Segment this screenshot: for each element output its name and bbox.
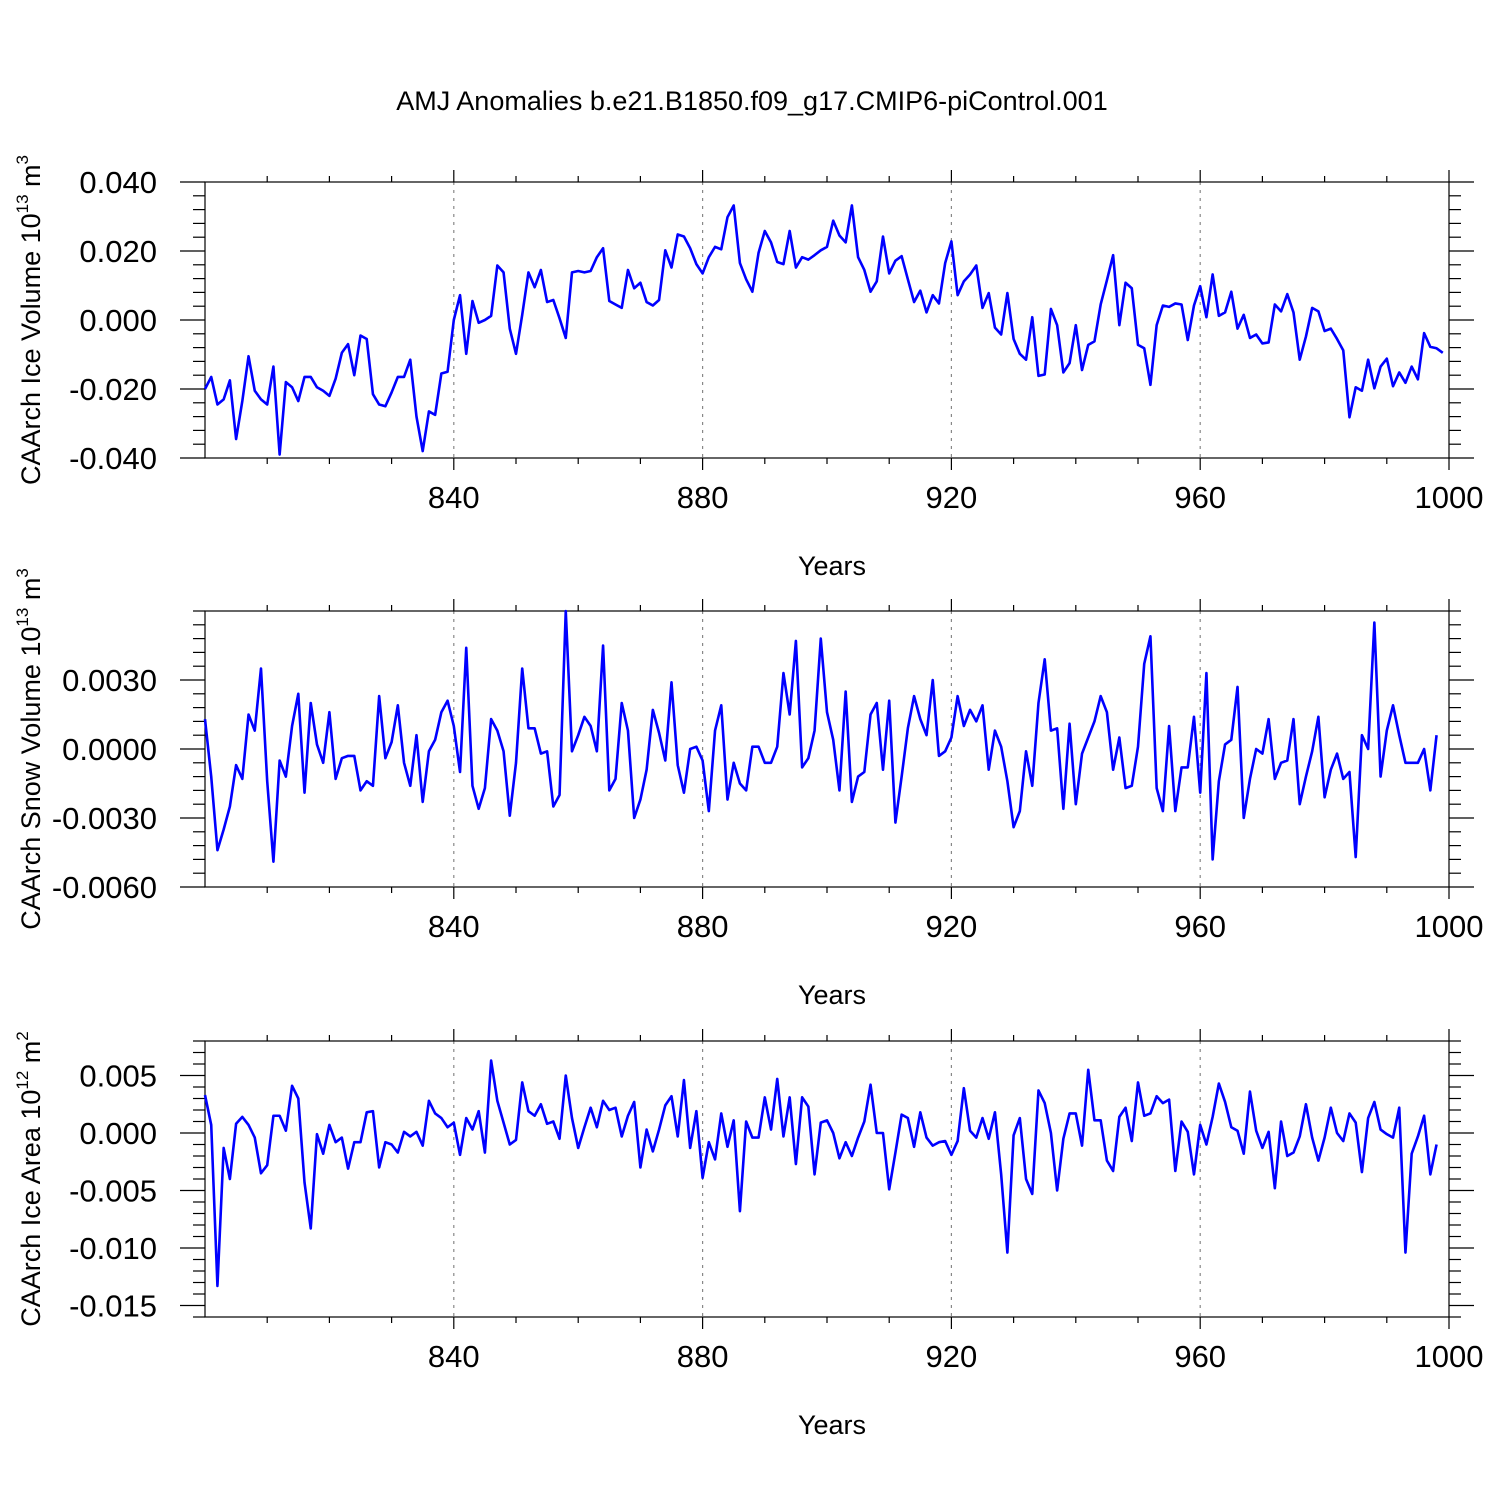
plot-frame [204, 1040, 1450, 1318]
chart-title: AMJ Anomalies b.e21.B1850.f09_g17.CMIP6-… [396, 86, 1107, 116]
y-tick-label: 0.0030 [62, 663, 157, 698]
x-tick-label: 840 [428, 1339, 480, 1374]
y-axis-label: CAArch Ice Area 1012 m2 [13, 1031, 46, 1327]
x-tick-label: 880 [677, 480, 729, 515]
series-line-1 [203, 204, 1444, 456]
y-ticks [180, 1040, 1474, 1318]
x-ticks [266, 170, 1450, 470]
y-axis-label-exponent: 13 [13, 608, 32, 627]
x-tick-label: 840 [428, 909, 480, 944]
series-line-1 [203, 1059, 1438, 1288]
x-axis-label: Years [798, 980, 866, 1010]
y-axis-label-exponent: 13 [13, 194, 32, 213]
y-tick-label: -0.0060 [52, 870, 157, 905]
x-ticks [266, 599, 1450, 899]
y-tick-label: 0.0000 [62, 732, 157, 767]
y-axis-label-text: CAArch Ice Volume 10 [16, 213, 46, 485]
x-tick-label: 960 [1174, 1339, 1226, 1374]
y-tick-label: 0.000 [79, 1116, 157, 1151]
y-axis-label-unit-exponent: 2 [13, 1031, 32, 1040]
y-axis-label-exponent: 12 [13, 1071, 32, 1090]
y-axis-label: CAArch Snow Volume 1013 m3 [13, 568, 46, 930]
x-tick-label: 1000 [1415, 480, 1484, 515]
y-ticks [180, 610, 1474, 888]
series-line-1 [203, 609, 1438, 864]
y-tick-label: 0.040 [79, 165, 157, 200]
y-ticks [180, 181, 1474, 459]
y-axis-label-text: CAArch Snow Volume 10 [16, 627, 46, 930]
x-tick-label: 880 [677, 1339, 729, 1374]
x-tick-label: 920 [926, 909, 978, 944]
y-tick-label: -0.005 [69, 1174, 157, 1209]
y-tick-label: 0.020 [79, 234, 157, 269]
x-axis-label: Years [798, 1410, 866, 1440]
panels: 840 880 920 960 1000 Years -0.040 -0.020 0.000 0.… [13, 155, 1483, 1440]
panel-1: 840 880 920 960 1000 Years -0.040 -0.020 0.000 0.… [13, 155, 1483, 581]
x-tick-label: 960 [1174, 909, 1226, 944]
y-tick-label: 0.005 [79, 1059, 157, 1094]
y-axis-label-unit-exponent: 3 [13, 568, 32, 577]
y-axis-label-unit: m [16, 164, 46, 194]
plot-frame [204, 181, 1450, 459]
y-axis-label: CAArch Ice Volume 1013 m3 [13, 155, 46, 485]
y-tick-label: -0.010 [69, 1231, 157, 1266]
x-tick-label: 880 [677, 909, 729, 944]
x-tick-label: 1000 [1415, 909, 1484, 944]
y-tick-label: 0.000 [79, 303, 157, 338]
panel-2: 840 880 920 960 1000 Years -0.0060 -0.0030 0.000… [13, 568, 1483, 1010]
y-tick-label: -0.040 [69, 441, 157, 476]
y-tick-label: -0.020 [69, 372, 157, 407]
panel-3: 840 880 920 960 1000 Years -0.015 -0.010 -0.005 0… [13, 1029, 1483, 1440]
y-axis-label-unit-exponent: 3 [13, 155, 32, 164]
x-tick-label: 920 [926, 1339, 978, 1374]
x-tick-label: 920 [926, 480, 978, 515]
y-tick-label: -0.0030 [52, 801, 157, 836]
x-tick-label: 960 [1174, 480, 1226, 515]
x-tick-label: 1000 [1415, 1339, 1484, 1374]
y-axis-label-unit: m [16, 578, 46, 608]
x-axis-label: Years [798, 551, 866, 581]
y-axis-label-unit: m [16, 1041, 46, 1071]
y-axis-label-text: CAArch Ice Area 10 [16, 1090, 46, 1327]
x-tick-label: 840 [428, 480, 480, 515]
x-ticks [266, 1029, 1450, 1329]
y-tick-label: -0.015 [69, 1289, 157, 1324]
